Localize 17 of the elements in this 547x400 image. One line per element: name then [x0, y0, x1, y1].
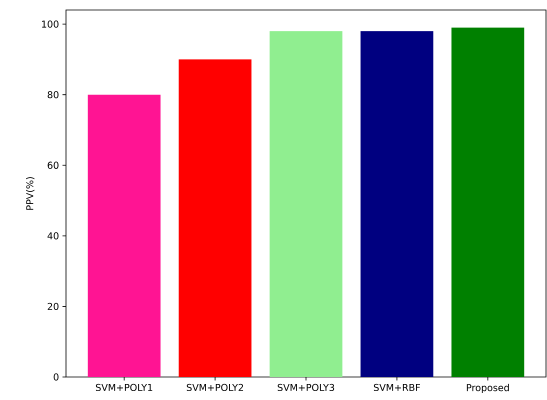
bar: [360, 31, 434, 377]
y-tick-label: 60: [48, 162, 58, 169]
y-tick-label: 20: [48, 302, 58, 310]
y-axis-title: PPV(%): [26, 177, 34, 210]
bar: [451, 28, 524, 377]
x-tick-label: Proposed: [466, 384, 509, 394]
x-tick-label: SVM+POLY1: [96, 384, 152, 392]
x-tick-label: SVM+POLY2: [186, 384, 244, 392]
bar: [270, 31, 342, 377]
x-tick-label: SVM+POLY3: [278, 384, 334, 392]
y-tick-label: 80: [48, 91, 58, 98]
y-tick-label: 40: [48, 232, 58, 240]
bar: [88, 94, 161, 377]
bar: [178, 59, 252, 377]
y-tick-label: 0: [54, 373, 58, 381]
x-tick-label: SVM+RBF: [374, 384, 420, 392]
y-tick-label: 100: [42, 20, 58, 28]
